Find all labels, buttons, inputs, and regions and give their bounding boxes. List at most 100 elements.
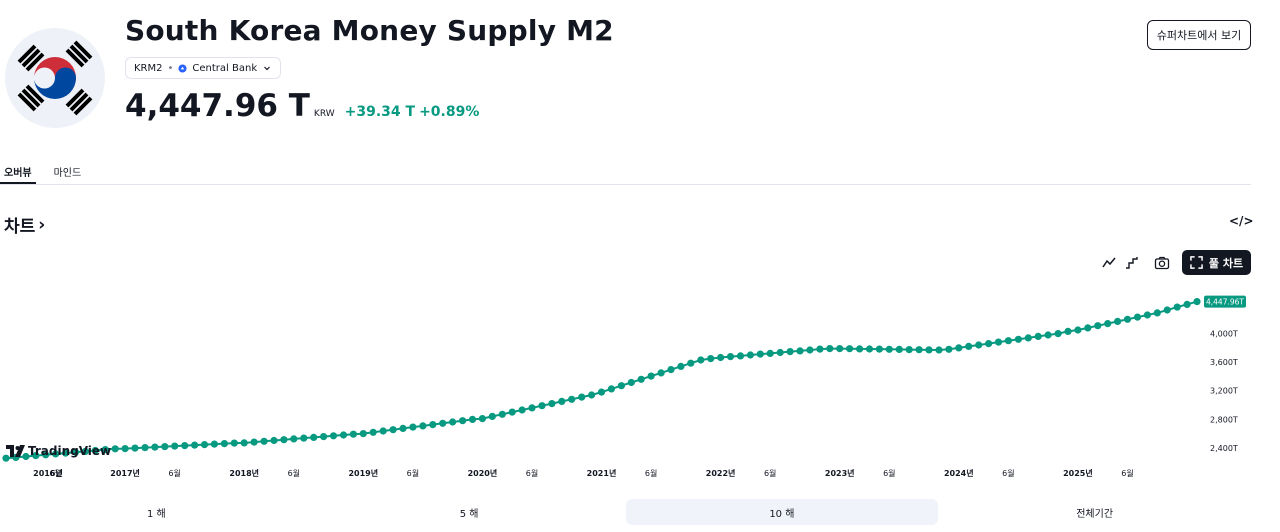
x-tick-label: 2021년 [587,468,617,478]
y-tick-label: 3,200T [1210,387,1238,396]
page-title: South Korea Money Supply M2 [125,14,614,47]
data-point [846,345,854,353]
data-point [329,432,338,440]
range-all-button[interactable]: 전체기간 [1076,508,1114,520]
data-point [1044,331,1052,339]
data-point [369,428,377,436]
chevron-right-icon: › [38,214,46,235]
data-point [101,446,109,454]
x-tick-label: 2024년 [944,468,974,478]
data-point [379,427,387,435]
data-point [558,397,566,405]
x-tick-label: 2019년 [348,468,378,478]
range-1y-button[interactable]: 1 해 [147,508,166,520]
data-point [826,345,834,353]
data-point [2,454,10,462]
data-point [161,443,169,451]
tradingview-watermark: TradingView [6,444,111,458]
data-point [1163,306,1171,314]
tab-ideas[interactable]: 마인드 [53,168,82,179]
data-point [1084,324,1092,332]
data-point [508,408,516,416]
symbol-selector[interactable]: KRM2 • Central Bank [125,57,282,79]
data-point [568,395,576,403]
symbol-ticker: KRM2 [134,62,163,74]
data-point [994,338,1003,346]
data-point [220,440,228,448]
current-value: 4,447.96 T [125,88,310,124]
x-tick-label: 2022년 [706,468,736,478]
data-point [1094,322,1102,330]
data-point [955,344,963,352]
x-tick-label: 6월 [168,468,180,478]
y-tick-label: 3,600T [1210,358,1238,367]
data-point [1064,327,1072,335]
data-point [1193,298,1201,306]
chart-section-title: 차트 [4,217,36,237]
data-point [915,346,923,354]
data-point [677,362,685,370]
data-point [925,346,933,354]
x-tick-label: 2023년 [825,468,855,478]
data-point [121,445,129,453]
data-point [310,433,318,441]
data-point [71,448,80,456]
data-point [498,410,506,418]
data-point [468,415,477,423]
data-point [1004,337,1013,345]
data-point [111,445,119,453]
data-point [1123,315,1132,323]
data-point [1153,309,1161,317]
data-point [191,441,199,449]
data-point [290,435,298,443]
country-flag-logo [5,28,105,128]
data-point [171,442,179,450]
data-point [726,353,735,361]
data-point [280,436,288,444]
x-tick-label: 2020년 [468,468,498,478]
data-point [637,375,645,383]
data-point [1114,317,1122,325]
x-tick-label: 6월 [1121,468,1133,478]
data-point [300,434,308,442]
central-bank-icon [178,63,187,73]
data-point [260,437,268,445]
series-line [5,300,1198,460]
data-point [389,426,397,434]
x-tick-label: 6월 [49,468,61,478]
data-point [548,400,556,408]
data-point [210,440,218,448]
data-point [856,345,864,353]
full-chart-button[interactable]: 풀 차트 [1182,250,1251,275]
data-point [717,353,725,362]
x-tick-label: 6월 [526,468,538,478]
data-point [22,452,30,461]
data-point [141,444,149,452]
data-point [1034,332,1042,340]
range-5y-button[interactable]: 5 해 [459,508,479,520]
data-point [617,382,626,390]
x-tick-label: 6월 [883,468,895,478]
embed-code-button[interactable]: </> [1229,214,1254,228]
line-style-button[interactable] [1097,251,1121,275]
step-line-style-button[interactable] [1120,251,1144,275]
data-point [528,404,536,412]
change-absolute: +39.34 T [344,104,416,120]
last-value-label: 4,447.96T [1206,298,1244,307]
data-point [409,423,417,431]
range-10y-button[interactable]: 10 해 [625,499,939,525]
data-point [935,346,943,354]
data-point [945,345,953,353]
snapshot-button[interactable] [1150,251,1174,275]
data-point [250,438,258,446]
tab-overview[interactable]: 오버뷰 [0,160,36,184]
view-in-supercharts-button[interactable]: 슈퍼차트에서 보기 [1147,20,1251,50]
data-point [1183,300,1191,308]
chart-section-link[interactable]: 차트 › [4,212,46,238]
data-point [607,385,616,393]
m2-line-chart[interactable]: 2,400T 2,800T 3,200T 3,600T 4,000T 4,447.96T 2… [0,285,1251,485]
x-tick-label: 6월 [645,468,657,478]
tradingview-wordmark: TradingView [28,444,112,458]
data-point [766,349,774,357]
data-point [875,345,884,353]
